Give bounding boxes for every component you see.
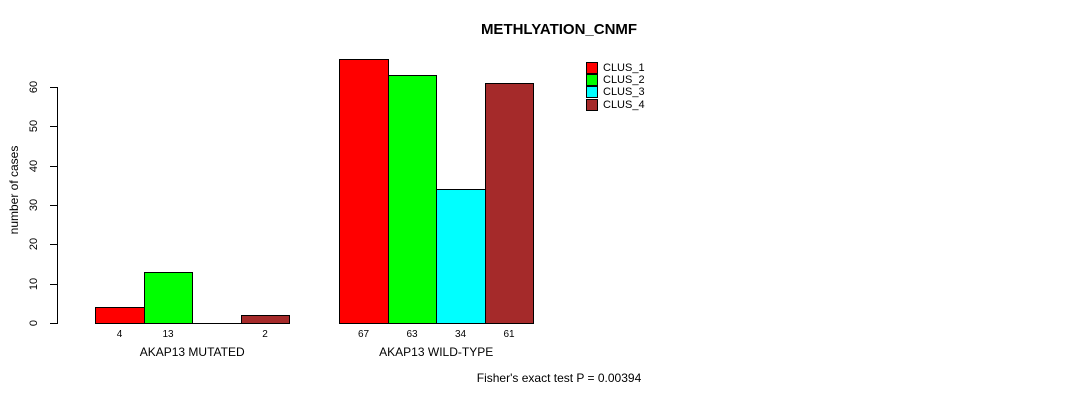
legend-swatch-clus_1 <box>586 62 598 74</box>
legend-swatch-clus_4 <box>586 98 598 111</box>
y-tick <box>50 283 57 285</box>
bar <box>339 59 389 324</box>
bar <box>95 307 145 324</box>
y-tick-label: 10 <box>28 277 40 290</box>
legend-label: CLUS_3 <box>603 86 645 99</box>
bar-value-label: 67 <box>357 329 370 340</box>
legend-row: CLUS_4 <box>586 98 645 111</box>
legend-label: CLUS_4 <box>603 98 645 111</box>
legend-label: CLUS_1 <box>603 62 645 74</box>
fisher-test-footnote: Fisher's exact test P = 0.00394 <box>476 371 642 385</box>
y-tick-label: 40 <box>28 159 40 172</box>
y-tick <box>50 244 57 246</box>
y-tick-label: 20 <box>28 238 40 251</box>
bar-value-label: 13 <box>162 329 174 340</box>
chart-title: METHLYATION_CNMF <box>480 21 638 38</box>
y-tick <box>50 126 57 128</box>
bar-value-label: 2 <box>262 329 268 340</box>
legend-row: CLUS_2 <box>586 74 645 87</box>
legend-swatch-clus_3 <box>586 86 598 99</box>
y-tick-label: 0 <box>28 319 40 327</box>
legend-row: CLUS_3 <box>586 86 645 99</box>
legend-swatch-clus_2 <box>586 74 598 87</box>
bar <box>144 271 193 324</box>
legend-row: CLUS_1 <box>586 62 645 74</box>
legend-label: CLUS_2 <box>603 74 645 87</box>
bar <box>436 189 486 324</box>
y-tick <box>50 165 57 167</box>
y-tick-label: 60 <box>28 80 40 94</box>
bar-value-label: 63 <box>406 329 418 340</box>
y-tick <box>50 205 57 206</box>
y-axis-line <box>57 87 58 324</box>
bar <box>485 83 534 324</box>
bar-value-label: 61 <box>503 329 515 340</box>
group-label: AKAP13 WILD-TYPE <box>379 345 494 359</box>
bar <box>388 75 437 324</box>
y-tick <box>50 323 57 324</box>
y-tick-label: 50 <box>28 120 40 133</box>
y-axis-label: number of cases <box>7 145 21 235</box>
group-label: AKAP13 MUTATED <box>139 345 245 359</box>
y-tick <box>50 87 57 88</box>
bar <box>241 315 290 324</box>
bar-value-label: 4 <box>116 329 123 340</box>
bar-value-label: 34 <box>454 329 467 340</box>
y-tick-label: 30 <box>28 198 40 212</box>
